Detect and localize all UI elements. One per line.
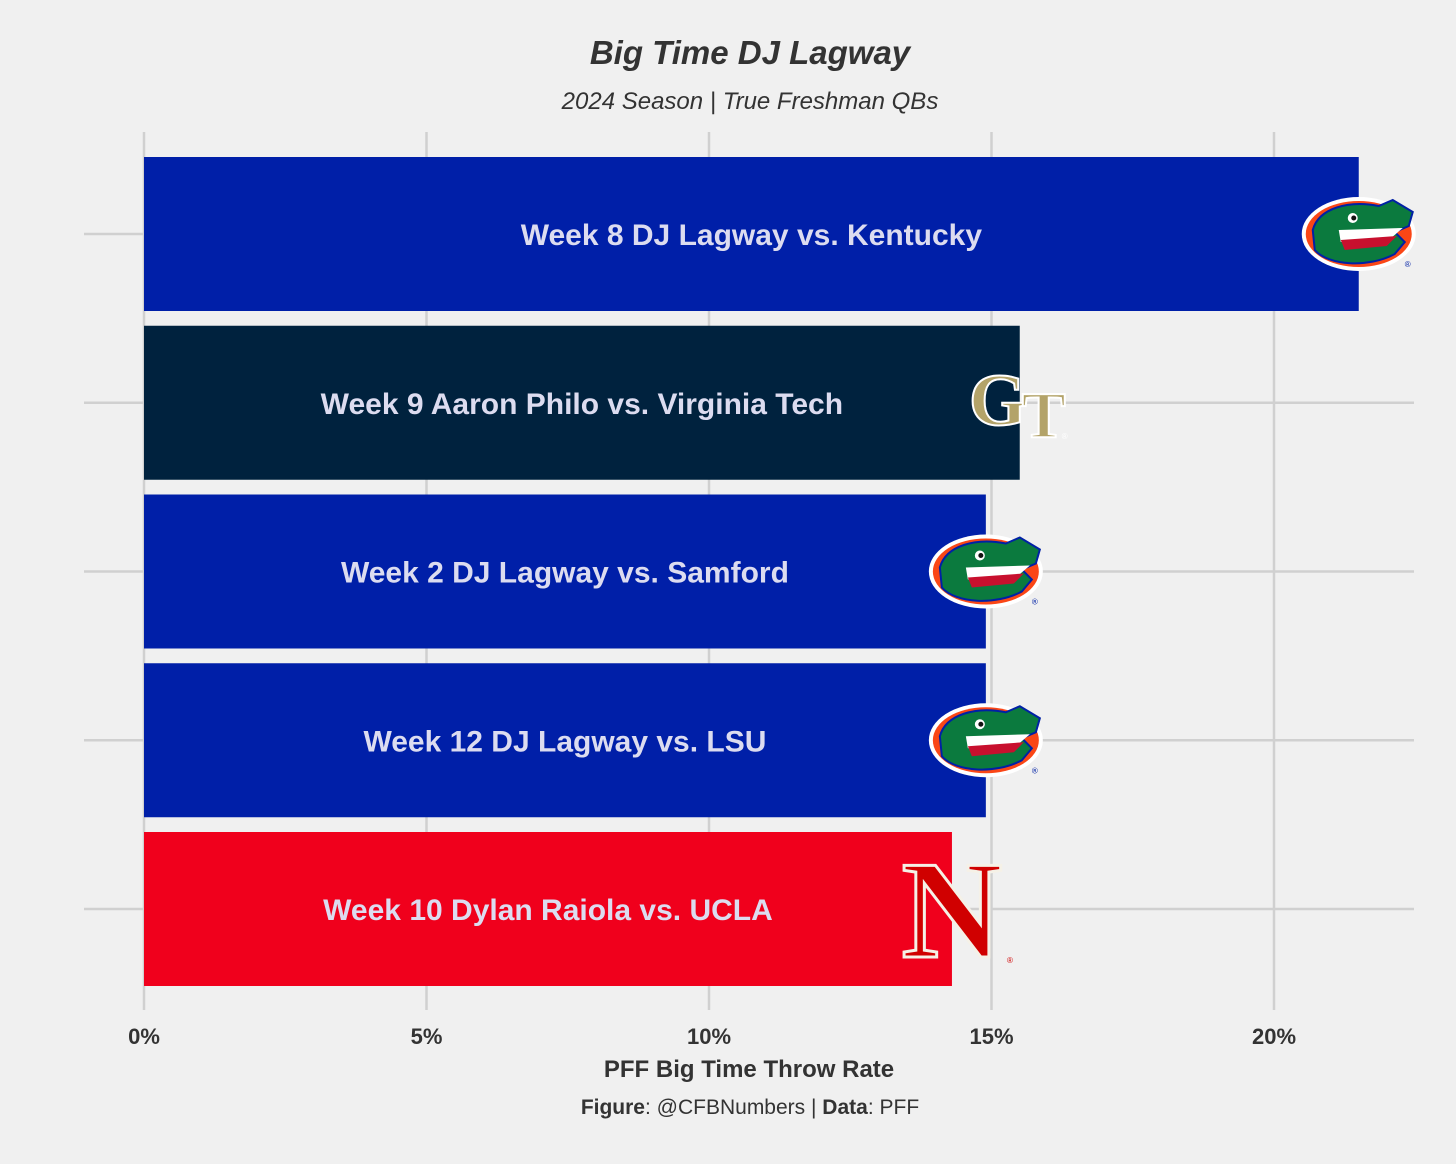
- logo-registered-mark: ®: [1062, 432, 1068, 441]
- logo-letter-t: T: [1022, 379, 1066, 452]
- bar-labels: Week 8 DJ Lagway vs. Kentucky Week 9 Aaro…: [321, 219, 983, 927]
- x-tick-label: 10%: [687, 1024, 731, 1049]
- bar: [144, 832, 952, 986]
- chart-subtitle: 2024 Season | True Freshman QBs: [561, 88, 939, 115]
- georgia-tech-logo: GT®: [968, 359, 1068, 453]
- bar-label: Week 9 Aaron Philo vs. Virginia Tech: [321, 388, 843, 421]
- logo-mouth: [1340, 236, 1397, 250]
- caption: Figure: @CFBNumbers | Data: PFF: [0, 1096, 1456, 1120]
- florida-gators-logo: ®: [928, 703, 1043, 778]
- bar: [144, 663, 986, 818]
- logo-mouth: [967, 573, 1024, 588]
- chart-title: Big Time DJ Lagway: [589, 34, 911, 71]
- x-axis-ticks: 0% 5% 10% 15% 20%: [128, 1024, 1296, 1049]
- bar: [144, 494, 986, 649]
- team-logos: ®GT®®®N ®: [900, 197, 1416, 990]
- x-axis-title: PFF Big Time Throw Rate: [604, 1056, 894, 1083]
- logo-registered-mark: ®: [1007, 956, 1013, 965]
- florida-gators-logo: ®: [1301, 197, 1416, 271]
- logo-registered-mark: ®: [1032, 598, 1038, 607]
- florida-gators-logo: ®: [928, 534, 1043, 609]
- x-tick-label: 0%: [128, 1024, 160, 1049]
- logo-registered-mark: ®: [1032, 766, 1038, 775]
- bar-label: Week 10 Dylan Raiola vs. UCLA: [323, 894, 773, 927]
- bar-label: Week 8 DJ Lagway vs. Kentucky: [521, 219, 983, 252]
- logo-pupil: [978, 553, 984, 558]
- logo-letter-n: N: [901, 833, 1002, 988]
- bar: [144, 157, 1359, 311]
- logo-pupil: [1351, 215, 1357, 221]
- caption-data-value: : PFF: [867, 1096, 920, 1119]
- caption-figure-label: Figure: [580, 1096, 645, 1119]
- bars: [144, 157, 1359, 986]
- caption-data-label: Data: [822, 1096, 868, 1119]
- bar: [144, 325, 1020, 480]
- logo-letter-g: G: [969, 360, 1027, 442]
- logo-pupil: [978, 721, 984, 727]
- logo-registered-mark: ®: [1405, 260, 1411, 269]
- bar-label: Week 12 DJ Lagway vs. LSU: [363, 725, 766, 758]
- x-tick-label: 5%: [411, 1024, 443, 1049]
- bar-label: Week 2 DJ Lagway vs. Samford: [341, 557, 789, 590]
- x-tick-label: 20%: [1252, 1024, 1296, 1049]
- caption-figure-value: : @CFBNumbers |: [644, 1096, 823, 1119]
- logo-mouth: [967, 742, 1024, 757]
- nebraska-logo: N ®: [900, 832, 1013, 990]
- x-tick-label: 15%: [969, 1024, 1013, 1049]
